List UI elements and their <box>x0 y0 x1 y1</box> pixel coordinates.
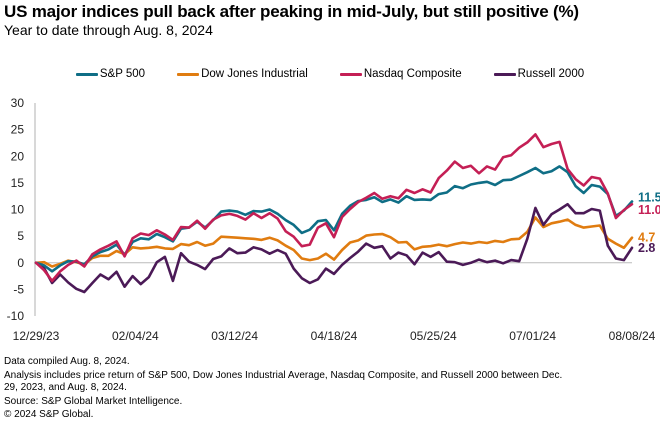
note-analysis: Analysis includes price return of S&P 50… <box>4 369 563 394</box>
end-label-dow-jones-industrial: 4.7 <box>638 231 655 245</box>
end-label-russell-2000: 2.8 <box>638 241 655 255</box>
end-label-nasdaq-composite: 11.0 <box>638 203 660 217</box>
y-tick-label: 25 <box>11 123 25 137</box>
legend-swatch-dow <box>177 72 200 76</box>
x-tick-label: 12/29/23 <box>13 329 60 343</box>
legend-swatch-nasdaq <box>339 72 362 76</box>
legend-label-nasdaq: Nasdaq Composite <box>363 68 462 80</box>
y-tick-label: 5 <box>17 229 24 243</box>
legend-item-russell[interactable]: Russell 2000 <box>493 68 585 80</box>
legend-swatch-sp500 <box>75 72 98 76</box>
legend-item-dow[interactable]: Dow Jones Industrial <box>177 68 308 80</box>
legend-swatch-russell <box>493 72 516 76</box>
x-tick-label: 08/08/24 <box>609 329 656 343</box>
footnotes: Data compiled Aug. 8, 2024. Analysis inc… <box>4 356 564 423</box>
y-tick-label: 20 <box>11 149 25 163</box>
x-tick-label: 03/12/24 <box>211 329 258 343</box>
legend-item-sp500[interactable]: S&P 500 <box>75 68 146 80</box>
y-tick-label: -10 <box>7 309 25 323</box>
x-tick-label: 07/01/24 <box>509 329 556 343</box>
x-tick-label: 04/18/24 <box>311 329 358 343</box>
line-chart: 30 25 20 15 10 5 0 -5 -10 12/29/23 02/04/24 03/12/2… <box>7 96 660 343</box>
note-compiled: Data compiled Aug. 8, 2024. <box>4 356 130 367</box>
end-label-s-p-500: 11.5 <box>638 191 660 205</box>
y-tick-label: 0 <box>17 256 24 270</box>
legend-item-nasdaq[interactable]: Nasdaq Composite <box>339 68 462 80</box>
x-tick-label: 02/04/24 <box>112 329 159 343</box>
y-tick-label: -5 <box>13 282 24 296</box>
note-copyright: © 2024 S&P Global. <box>4 409 94 420</box>
series-line-russell-2000 <box>34 202 634 294</box>
legend-label-sp500: S&P 500 <box>99 68 146 80</box>
series-line-nasdaq-composite <box>34 133 634 283</box>
note-source: Source: S&P Global Market Intelligence. <box>4 395 183 407</box>
y-tick-label: 15 <box>11 176 25 190</box>
chart-title: US major indices pull back after peaking… <box>4 2 579 21</box>
x-tick-label: 05/25/24 <box>410 329 457 343</box>
chart-subtitle: Year to date through Aug. 8, 2024 <box>4 22 213 38</box>
legend: S&P 500 Dow Jones Industrial Nasdaq Comp… <box>0 68 660 80</box>
y-tick-label: 30 <box>11 96 25 110</box>
legend-label-russell: Russell 2000 <box>517 68 585 80</box>
y-tick-label: 10 <box>11 203 25 217</box>
series-line-s-p-500 <box>34 165 634 273</box>
legend-label-dow: Dow Jones Industrial <box>201 68 308 80</box>
